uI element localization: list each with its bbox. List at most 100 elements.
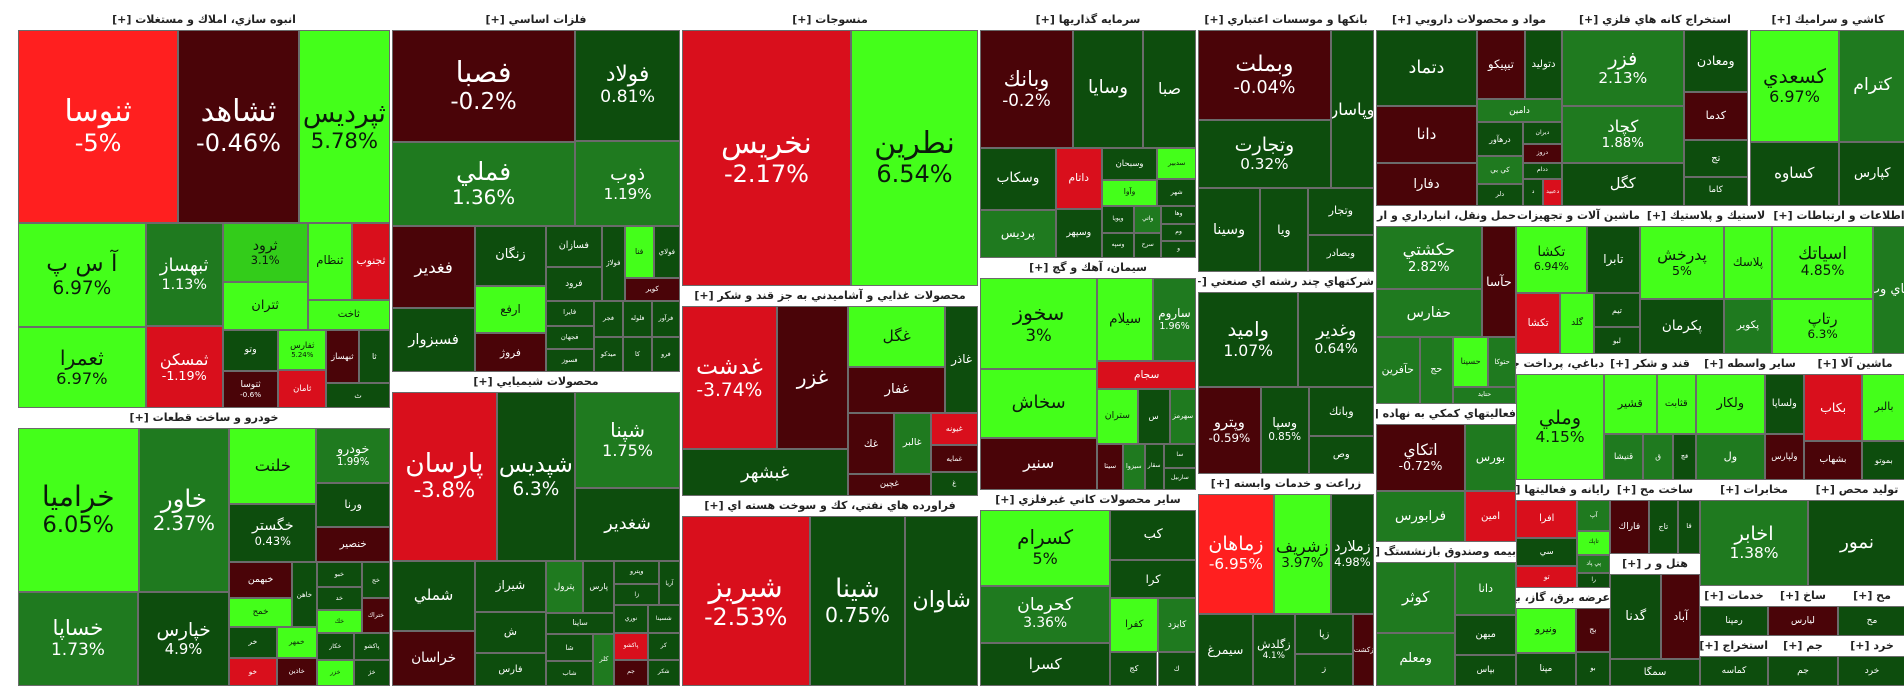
stock-tile[interactable]: تج [1683,139,1748,177]
stock-tile[interactable]: كاما [1683,176,1748,206]
stock-tile[interactable]: فروژ [475,333,546,372]
stock-tile[interactable]: داتام [1055,147,1102,210]
stock-tile[interactable]: سقار [1144,443,1164,490]
sector-title[interactable]: توليد محص [+] [1808,480,1904,501]
stock-tile[interactable]: ثنظام [307,222,353,300]
stock-tile[interactable]: كوير [624,278,680,301]
stock-tile[interactable]: نوري [614,605,648,634]
sector-title[interactable]: اطلاعات و ارتباطات [+] [1772,206,1904,227]
sector-title[interactable]: عرضه برق، گاز، بخ [+] [1516,588,1610,609]
stock-tile[interactable]: سا [1163,443,1196,468]
stock-tile[interactable]: حج [1419,337,1454,404]
stock-tile[interactable]: شاوان [905,516,978,686]
sector-title[interactable]: دباغي، پرداخت چر [+] [1516,354,1604,375]
stock-tile[interactable]: آپ [1577,500,1610,532]
stock-tile[interactable]: ليارس [1768,606,1838,636]
stock-tile[interactable]: كترام [1839,30,1904,142]
stock-tile[interactable]: خراميا 6.05% [18,428,139,593]
stock-tile[interactable]: فاراك [1610,500,1649,554]
stock-tile[interactable]: شسينا [647,605,680,634]
stock-tile[interactable]: پكرمان [1640,299,1724,354]
stock-tile[interactable]: وص [1308,436,1374,474]
stock-tile[interactable]: تاپك [1577,531,1610,555]
stock-tile[interactable]: كر [647,633,680,660]
stock-tile[interactable]: حآسا [1481,226,1516,338]
stock-tile[interactable]: ثجنوب [352,222,390,300]
stock-tile[interactable]: سيزوا [1122,443,1145,490]
stock-tile[interactable]: ثشاهد -0.46% [178,30,299,223]
stock-tile[interactable]: ثپرديس 5.78% [298,30,390,223]
stock-tile[interactable]: قثابت [1656,374,1696,435]
stock-tile[interactable]: ثنوسا -5% [18,30,179,223]
stock-tile[interactable]: وتجارت 0.32% [1198,120,1331,189]
stock-tile[interactable]: سجام [1097,361,1196,390]
stock-tile[interactable]: زا [614,583,660,606]
stock-tile[interactable]: شهر [1157,178,1196,206]
stock-tile[interactable]: غبشهر [682,449,849,496]
sector-title[interactable]: بيمه وصندوق بازنشستگ [+] [1376,542,1516,563]
stock-tile[interactable]: را [1577,573,1610,588]
stock-tile[interactable]: بورس [1465,424,1516,491]
stock-tile[interactable]: وپترو -0.59% [1198,387,1261,474]
stock-tile[interactable]: خد [316,586,362,611]
stock-tile[interactable]: ثامان [278,370,327,408]
sector-title[interactable]: ساخ [+] [1768,586,1838,607]
stock-tile[interactable]: غالبر [893,413,931,475]
stock-tile[interactable]: زگلدش 4.1% [1252,613,1295,686]
stock-tile[interactable]: پي پاد [1577,554,1610,574]
sector-title[interactable]: استخراج كانه هاي فلزي [+] [1562,10,1748,31]
stock-tile[interactable]: خمهر [276,627,317,658]
stock-tile[interactable]: وتجار [1307,188,1374,236]
stock-tile[interactable]: شپديس 6.3% [496,392,576,561]
stock-tile[interactable]: خرد [1838,656,1904,686]
stock-tile[interactable]: خبو [316,562,362,587]
stock-tile[interactable]: خژ [353,659,390,686]
stock-tile[interactable]: ونيرو [1516,608,1576,653]
stock-tile[interactable]: كساوه [1750,141,1839,206]
stock-tile[interactable]: وپاسار [1330,30,1374,189]
stock-tile[interactable]: دفارا [1376,162,1477,206]
sector-title[interactable]: بانكها و موسسات اعتباري [+] [1198,10,1374,31]
stock-tile[interactable]: دعبيد [1543,178,1562,206]
stock-tile[interactable]: كرا [1110,559,1196,599]
stock-tile[interactable]: خاهن [291,562,317,628]
stock-tile[interactable]: ددام [1522,162,1562,179]
stock-tile[interactable]: فغدير [392,226,476,309]
stock-tile[interactable]: خاور 2.37% [138,428,230,593]
stock-tile[interactable]: وسبحان [1101,147,1158,180]
stock-tile[interactable]: افرا [1516,500,1578,538]
stock-tile[interactable]: فولاژ [602,226,625,301]
stock-tile[interactable]: دانا [1376,105,1477,163]
stock-tile[interactable]: خو [229,658,277,686]
stock-tile[interactable]: شيراز [475,560,546,612]
stock-tile[interactable]: وپويا [1101,205,1135,234]
stock-tile[interactable]: كماسه [1700,656,1768,686]
stock-tile[interactable]: حتايد [1453,386,1516,404]
stock-tile[interactable]: خزر [316,659,354,686]
stock-tile[interactable]: سخوز 3% [980,278,1098,370]
sector-title[interactable]: قند و شكر [+] [1604,354,1696,375]
stock-tile[interactable]: شا [545,634,594,662]
stock-tile[interactable]: فسازان [545,226,603,267]
stock-tile[interactable]: جم [614,659,648,686]
stock-tile[interactable]: ميدكو [593,336,624,372]
stock-tile[interactable]: زكشت [1353,613,1374,686]
sector-title[interactable]: منسوجات [+] [682,10,978,31]
stock-tile[interactable]: خكار [316,633,354,660]
stock-tile[interactable]: خاذين [276,657,317,686]
stock-tile[interactable]: سيتا [1097,443,1123,490]
stock-tile[interactable]: كسعدي 6.97% [1750,30,1840,142]
stock-tile[interactable]: وپترو [614,560,660,584]
sector-title[interactable]: محصولات شيميايي [+] [392,372,680,393]
stock-tile[interactable]: فلوله [623,300,652,337]
sector-title[interactable]: فلزات اساسي [+] [392,10,680,31]
stock-tile[interactable]: خمح [229,597,292,628]
stock-tile[interactable]: فجر [593,300,624,337]
stock-tile[interactable]: خبهمن [229,562,292,598]
stock-tile[interactable]: شكر [647,659,680,686]
stock-tile[interactable]: فارس [475,652,546,686]
stock-tile[interactable]: كلر [593,634,615,686]
stock-tile[interactable]: ث [326,382,390,408]
stock-tile[interactable]: وغدير 0.64% [1298,292,1374,388]
stock-tile[interactable]: ثتران [222,282,308,331]
